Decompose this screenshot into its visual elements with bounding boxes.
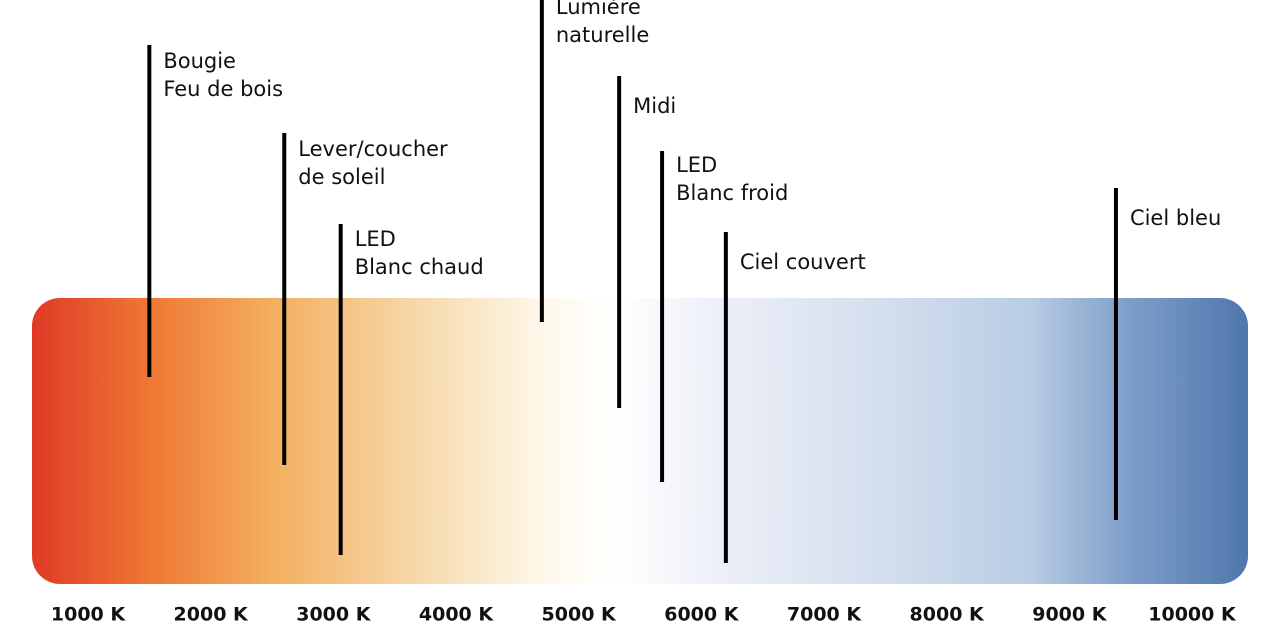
marker-label: Blanc chaud [355, 255, 484, 279]
tick-label: 3000 K [296, 604, 371, 626]
tick-label: 2000 K [174, 604, 249, 626]
temperature-band [32, 298, 1248, 584]
marker-label: de soleil [298, 165, 385, 189]
tick-label: 9000 K [1032, 604, 1107, 626]
marker-label: naturelle [556, 23, 649, 47]
marker-label: Ciel bleu [1130, 206, 1221, 230]
tick-label: 8000 K [910, 604, 985, 626]
tick-label: 4000 K [419, 604, 494, 626]
marker-label: Feu de bois [163, 77, 283, 101]
marker-label: Ciel couvert [740, 250, 866, 274]
marker-label: Lever/coucher [298, 137, 448, 161]
marker-label: Midi [633, 94, 676, 118]
tick-label: 6000 K [664, 604, 739, 626]
marker-label: Blanc froid [676, 181, 788, 205]
marker-label: Bougie [163, 49, 236, 73]
tick-label: 1000 K [51, 604, 126, 626]
tick-label: 5000 K [542, 604, 617, 626]
tick-label: 10000 K [1148, 604, 1237, 626]
marker-label: LED [676, 153, 717, 177]
marker-label: Lumière [556, 0, 641, 19]
marker-label: LED [355, 227, 396, 251]
tick-label: 7000 K [787, 604, 862, 626]
